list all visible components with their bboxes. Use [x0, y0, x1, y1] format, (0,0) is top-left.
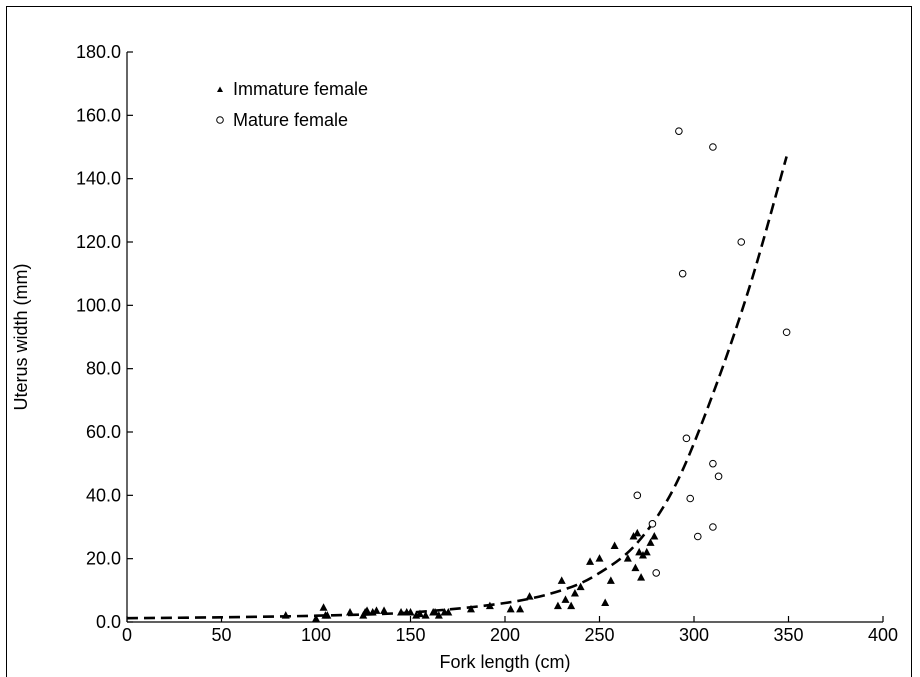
mature-female-point — [782, 328, 791, 337]
immature-female-point — [610, 541, 619, 549]
mature-female-point — [678, 269, 687, 278]
mature-female-point — [648, 520, 657, 528]
fit-curve-dashed — [126, 156, 788, 620]
immature-female-point — [444, 608, 453, 616]
immature-female-point — [631, 563, 640, 572]
mature-female-point — [709, 523, 717, 531]
mature-female-point — [737, 238, 746, 246]
immature-female-point — [586, 557, 595, 565]
immature-female-point — [323, 611, 332, 619]
x-tick-label: 0 — [122, 625, 132, 645]
immature-female-point — [434, 611, 443, 619]
y-tick-label: 180.0 — [76, 42, 121, 62]
mature-female-point — [693, 532, 702, 541]
immature-female-point — [380, 606, 389, 614]
y-tick-label: 80.0 — [86, 359, 121, 379]
immature-female-point — [570, 589, 579, 597]
immature-female-point — [421, 611, 430, 619]
y-tick-label: 120.0 — [76, 232, 121, 252]
immature-female-point — [406, 608, 415, 616]
immature-female-point — [633, 528, 642, 537]
mature-female-point — [686, 494, 695, 503]
immature-female-point — [642, 547, 651, 556]
y-tick-label: 0.0 — [96, 612, 121, 632]
x-tick-label: 200 — [490, 625, 520, 645]
y-axis-label: Uterus width (mm) — [11, 263, 31, 410]
immature-female-point — [525, 592, 534, 600]
legend-circle-marker — [216, 116, 224, 124]
x-tick-label: 50 — [211, 625, 231, 645]
immature-female-point — [346, 608, 355, 616]
axes — [126, 52, 883, 623]
immature-female-point — [637, 573, 646, 581]
mature-female-point — [714, 472, 723, 481]
legend: Immature female Mature female — [216, 79, 368, 130]
immature-female-point — [516, 604, 525, 613]
immature-female-point — [372, 606, 381, 614]
mature-female-point — [675, 127, 683, 135]
immature-female-point — [629, 532, 638, 540]
mature-female-point — [709, 143, 717, 151]
immature-female-point — [601, 598, 610, 606]
legend-triangle-marker — [217, 86, 223, 92]
immature-female-point — [650, 532, 659, 540]
immature-female-point — [415, 609, 424, 618]
immature-female-point — [506, 604, 515, 613]
chart-frame — [6, 6, 912, 677]
mature-female-point — [652, 569, 661, 577]
immature-female-point — [576, 582, 585, 591]
immature-female-point — [363, 606, 372, 614]
x-ticks: 0 50 100 150 200 250 300 350 400 — [122, 616, 898, 645]
y-tick-label: 140.0 — [76, 169, 121, 189]
x-tick-label: 100 — [301, 625, 331, 645]
immature-female-point — [635, 547, 644, 556]
immature-female-point — [595, 554, 604, 562]
immature-female-point — [623, 554, 632, 562]
immature-female-point — [397, 608, 406, 616]
immature-female-point — [561, 595, 570, 603]
y-tick-label: 60.0 — [86, 422, 121, 442]
y-tick-label: 20.0 — [86, 549, 121, 569]
immature-female-point — [281, 611, 290, 619]
legend-label-immature: Immature female — [233, 79, 368, 99]
immature-female-point — [557, 576, 566, 584]
immature-female-point — [319, 603, 328, 611]
immature-female-point — [646, 538, 655, 546]
y-tick-label: 40.0 — [86, 485, 121, 505]
x-tick-label: 400 — [868, 625, 898, 645]
legend-label-mature: Mature female — [233, 110, 348, 130]
x-tick-label: 250 — [584, 625, 614, 645]
mature-female-point — [633, 491, 642, 500]
y-ticks: 0.0 20.0 40.0 60.0 80.0 100.0 120.0 140.0 160.0 1… — [76, 42, 133, 632]
x-tick-label: 350 — [773, 625, 803, 645]
immature-female-point — [638, 551, 647, 559]
mature-female-point — [709, 459, 717, 468]
immature-female-point — [466, 604, 475, 613]
data-points — [281, 127, 791, 622]
immature-female-point — [485, 601, 494, 610]
x-axis-label: Fork length (cm) — [439, 652, 570, 672]
immature-female-point — [431, 608, 440, 616]
x-tick-label: 300 — [679, 625, 709, 645]
immature-female-point — [312, 614, 320, 622]
immature-female-point — [567, 601, 576, 610]
immature-female-point — [606, 576, 615, 584]
mature-female-point — [682, 434, 691, 443]
y-tick-label: 100.0 — [76, 295, 121, 315]
immature-female-point — [553, 601, 562, 610]
x-tick-label: 150 — [395, 625, 425, 645]
y-tick-label: 160.0 — [76, 105, 121, 125]
